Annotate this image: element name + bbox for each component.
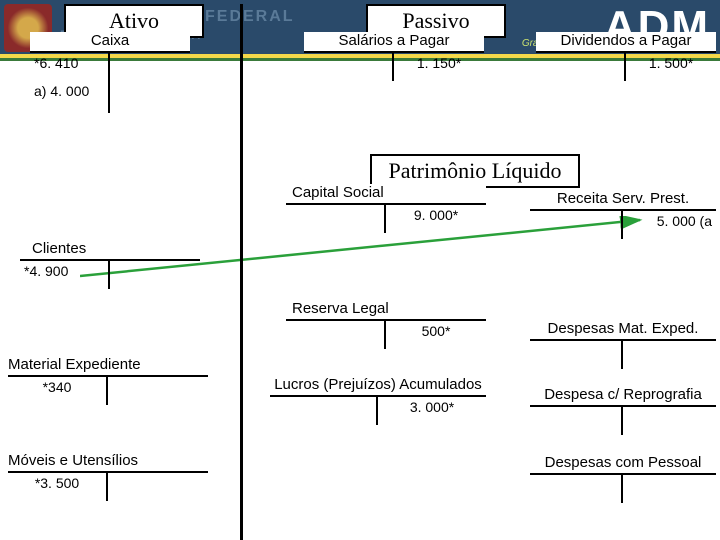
account-name: Despesa c/ Reprografia (530, 386, 716, 407)
account-credit (110, 261, 200, 289)
account-debit (530, 407, 623, 435)
t-account-dividendos: Dividendos a Pagar 1. 500* (536, 32, 716, 81)
account-name: Receita Serv. Prest. (530, 190, 716, 211)
caixa-v2: a) 4. 000 (34, 83, 104, 99)
account-debit (536, 53, 626, 81)
account-debit (270, 397, 378, 425)
account-debit: *340 (8, 377, 108, 405)
account-debit (304, 53, 394, 81)
account-name: Despesas com Pessoal (530, 454, 716, 475)
account-name: Dividendos a Pagar (536, 32, 716, 53)
account-debit (530, 475, 623, 503)
account-credit: 3. 000* (378, 397, 486, 425)
account-debit: *3. 500 (8, 473, 108, 501)
t-account-material: Material Expediente *340 (8, 356, 208, 405)
t-account-lucros: Lucros (Prejuízos) Acumulados 3. 000* (270, 376, 486, 425)
title-pl: Patrimônio Líquido (370, 154, 580, 188)
account-name: Móveis e Utensílios (8, 452, 208, 473)
account-credit: 1. 150* (394, 53, 484, 81)
account-debit (530, 211, 623, 239)
t-account-receita: Receita Serv. Prest. 5. 000 (a (530, 190, 716, 239)
account-credit (623, 407, 716, 435)
account-credit: 9. 000* (386, 205, 486, 233)
account-credit (108, 377, 208, 405)
account-name: Caixa (30, 32, 190, 53)
header-text-federal: FEDERAL (205, 8, 295, 26)
account-name: Material Expediente (8, 356, 208, 377)
t-account-caixa: Caixa *6. 410 a) 4. 000 (30, 32, 190, 113)
account-debit (286, 321, 386, 349)
t-account-salarios: Salários a Pagar 1. 150* (304, 32, 484, 81)
t-account-desprepro: Despesa c/ Reprografia (530, 386, 716, 435)
account-debit (530, 341, 623, 369)
account-credit: 5. 000 (a (623, 211, 716, 239)
account-credit: 1. 500* (626, 53, 716, 81)
account-debit (286, 205, 386, 233)
account-credit: 500* (386, 321, 486, 349)
caixa-v1: *6. 410 (34, 55, 104, 71)
t-account-moveis: Móveis e Utensílios *3. 500 (8, 452, 208, 501)
account-debit: *6. 410 a) 4. 000 (30, 53, 110, 113)
account-name: Salários a Pagar (304, 32, 484, 53)
account-name: Despesas Mat. Exped. (530, 320, 716, 341)
account-credit (623, 341, 716, 369)
account-name: Clientes (20, 240, 200, 261)
t-account-reserva: Reserva Legal 500* (286, 300, 486, 349)
account-credit (623, 475, 716, 503)
t-account-desppessoal: Despesas com Pessoal (530, 454, 716, 503)
main-vertical-divider (240, 4, 243, 540)
account-name: Capital Social (286, 184, 486, 205)
t-account-despmat: Despesas Mat. Exped. (530, 320, 716, 369)
account-credit (108, 473, 208, 501)
account-name: Lucros (Prejuízos) Acumulados (270, 376, 486, 397)
account-credit (110, 53, 190, 113)
account-name: Reserva Legal (286, 300, 486, 321)
t-account-capital: Capital Social 9. 000* (286, 184, 486, 233)
account-debit: *4. 900 (20, 261, 110, 289)
t-account-clientes: Clientes *4. 900 (20, 240, 200, 289)
